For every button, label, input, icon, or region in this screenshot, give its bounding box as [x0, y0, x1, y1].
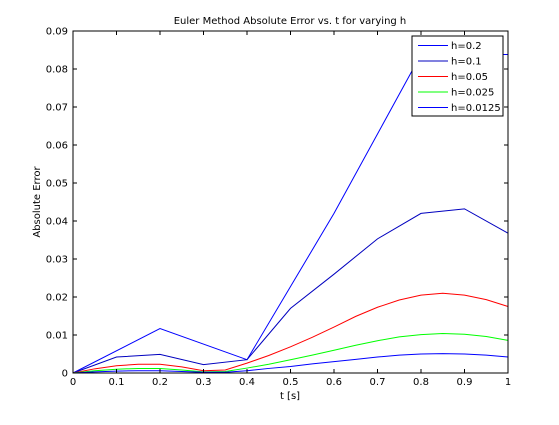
- x-tick-label: 0.8: [413, 377, 429, 388]
- y-tick-label: 0.05: [46, 179, 68, 190]
- y-tick-label: 0.01: [46, 331, 68, 342]
- x-tick-label: 0.5: [283, 377, 299, 388]
- legend-label-1: h=0.2: [451, 41, 482, 52]
- legend-label-3: h=0.05: [451, 72, 488, 83]
- y-tick-label: 0: [62, 369, 68, 380]
- y-tick-label: 0.09: [46, 27, 68, 38]
- legend: h=0.2 h=0.1 h=0.05 h=0.025 h=0.0125: [412, 36, 503, 116]
- y-tick-label: 0.02: [46, 293, 68, 304]
- y-tick-label: 0.07: [46, 103, 68, 114]
- x-tick-label: 0.9: [457, 377, 473, 388]
- y-tick-label: 0.06: [46, 141, 68, 152]
- x-tick-label: 0.6: [326, 377, 342, 388]
- chart-title: Euler Method Absolute Error vs. t for va…: [174, 16, 407, 27]
- legend-label-4: h=0.025: [451, 88, 494, 99]
- x-tick-label: 1: [505, 377, 511, 388]
- legend-label-2: h=0.1: [451, 57, 482, 68]
- x-tick-label: 0.4: [239, 377, 255, 388]
- y-tick-label: 0.04: [46, 217, 68, 228]
- x-tick-label: 0.2: [152, 377, 168, 388]
- y-tick-label: 0.03: [46, 255, 68, 266]
- legend-label-5: h=0.0125: [451, 103, 501, 114]
- x-axis-label: t [s]: [280, 391, 300, 402]
- x-tick-label: 0.3: [196, 377, 212, 388]
- x-tick-label: 0.1: [109, 377, 125, 388]
- x-tick-label: 0: [70, 377, 76, 388]
- x-tick-label: 0.7: [370, 377, 386, 388]
- y-axis-label: Absolute Error: [32, 165, 43, 237]
- y-tick-label: 0.08: [46, 65, 68, 76]
